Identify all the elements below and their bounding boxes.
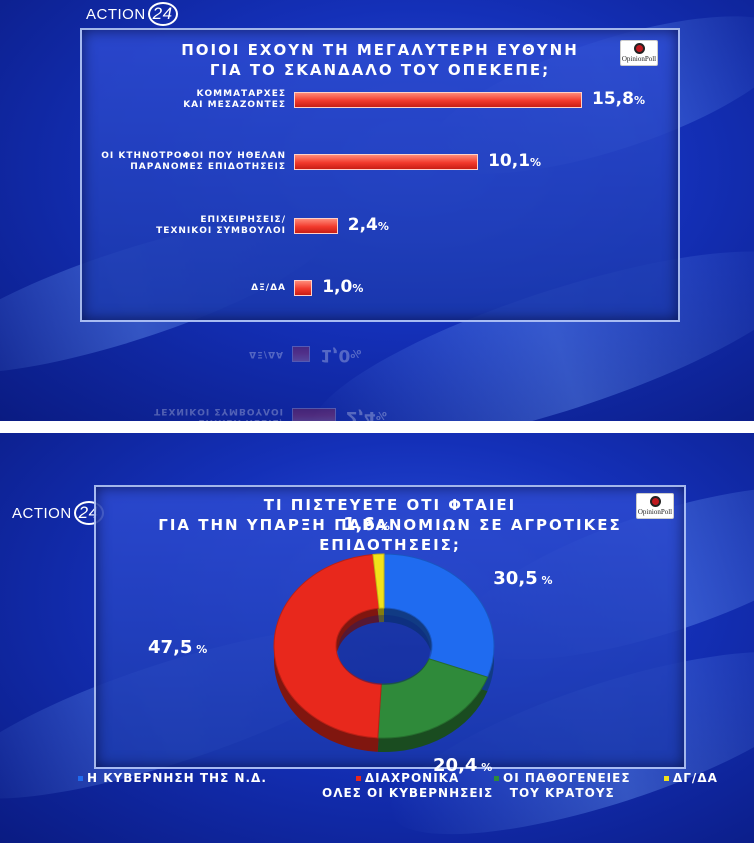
donut-slice (372, 553, 385, 609)
legend-item: Η ΚΥΒΕΡΝΗΣΗ ΤΗΣ Ν.Δ. (78, 771, 267, 786)
legend-swatch (355, 776, 361, 781)
donut-slice (377, 658, 489, 739)
donut-slice (383, 553, 495, 678)
opinionpoll-logo-icon (633, 43, 645, 54)
opinionpoll-badge: OpinionPoll (620, 40, 658, 66)
brand-name: ACTION (12, 505, 72, 522)
bar-title-line-2: ΓΙΑ ΤΟ ΣΚΑΝΔΑΛΟ ΤΟΥ ΟΠΕΚΕΠΕ; (209, 61, 551, 79)
donut-chart-panel: ACTION 24 ΤΙ ΠΙΣΤΕΥΕΤΕ ΟΤΙ ΦΤΑΙΕΙ ΓΙΑ ΤΗΝ… (0, 433, 754, 843)
donut-value-label: 20,4 % (433, 755, 493, 777)
bar (294, 280, 313, 296)
panel-divider (0, 421, 754, 433)
brand-number: 24 (147, 2, 178, 26)
donut-value-label: 30,5 % (493, 568, 553, 590)
donut-value-label: 47,5 % (148, 636, 208, 658)
legend-item: ΔΙΑΧΡΟΝΙΚΑ ΟΛΕΣ ΟΙ ΚΥΒΕΡΝΗΣΕΙΣ (322, 771, 494, 800)
donut-title-line-2: ΓΙΑ ΤΗΝ ΥΠΑΡΞΗ ΠΑΡΑΝΟΜΙΩΝ ΣΕ ΑΓΡΟΤΙΚΕΣ Ε… (158, 516, 622, 554)
bar-value-label: 1,0% (322, 277, 364, 297)
legend-swatch (664, 776, 669, 781)
legend-swatch (494, 776, 499, 781)
bar-value-label: 10,1% (488, 151, 542, 171)
bar-category-label: ΚΟΜΜΑΤΑΡΧΕΣ ΚΑΙ ΜΕΣΑΖΟΝΤΕΣ (183, 89, 286, 110)
legend-swatch (78, 776, 83, 781)
bar-category-label: ΔΞ/ΔΑ (251, 282, 286, 293)
bar (294, 154, 479, 170)
legend-item: ΟΙ ΠΑΘΟΓΕΝΕΙΕΣ ΤΟΥ ΚΡΑΤΟΥΣ (494, 771, 631, 801)
donut-title-line-1: ΤΙ ΠΙΣΤΕΥΕΤΕ ΟΤΙ ΦΤΑΙΕΙ (263, 496, 517, 514)
bar-value-label: 15,8% (592, 89, 645, 109)
brand-logo: ACTION 24 (86, 2, 178, 26)
bar-title-line-1: ΠΟΙΟΙ ΕΧΟΥΝ ΤΗ ΜΕΓΑΛΥΤΕΡΗ ΕΥΘΥΝΗ (181, 41, 579, 59)
opinionpoll-badge: OpinionPoll (636, 493, 674, 519)
bar-chart-panel: ACTION 24 ΠΟΙΟΙ ΕΧΟΥΝ ΤΗ ΜΕΓΑΛΥΤΕΡΗ ΕΥΘΥΝ… (0, 0, 754, 421)
bar-category-label: ΟΙ ΚΤΗΝΟΤΡΟΦΟΙ ΠΟΥ ΗΘΕΛΑΝ ΠΑΡΑΝΟΜΕΣ ΕΠΙΔΟ… (101, 151, 286, 172)
bar-chart-title: ΠΟΙΟΙ ΕΧΟΥΝ ΤΗ ΜΕΓΑΛΥΤΕΡΗ ΕΥΘΥΝΗ ΓΙΑ ΤΟ … (82, 40, 678, 80)
donut-chart-title: ΤΙ ΠΙΣΤΕΥΕΤΕ ΟΤΙ ΦΤΑΙΕΙ ΓΙΑ ΤΗΝ ΥΠΑΡΞΗ Π… (96, 495, 684, 555)
bar-category-label: ΕΠΙΧΕΙΡΗΣΕΙΣ/ΤΕΧΝΙΚΟΙ ΣΥΜΒΟΥΛΟΙ (156, 215, 286, 236)
donut-value-label: 1,6 % (343, 514, 390, 536)
donut-chart (273, 553, 495, 752)
bar-chart-board: ΠΟΙΟΙ ΕΧΟΥΝ ΤΗ ΜΕΓΑΛΥΤΕΡΗ ΕΥΘΥΝΗ ΓΙΑ ΤΟ … (80, 28, 680, 322)
bar (294, 92, 582, 108)
brand-name: ACTION (86, 6, 146, 23)
donut-hole (338, 615, 430, 685)
donut-slice (273, 553, 382, 739)
bar (294, 218, 338, 234)
bar-value-label: 2,4% (347, 215, 389, 235)
opinionpoll-logo-icon (649, 496, 661, 507)
legend-item: ΔΓ/ΔΑ (664, 771, 718, 786)
